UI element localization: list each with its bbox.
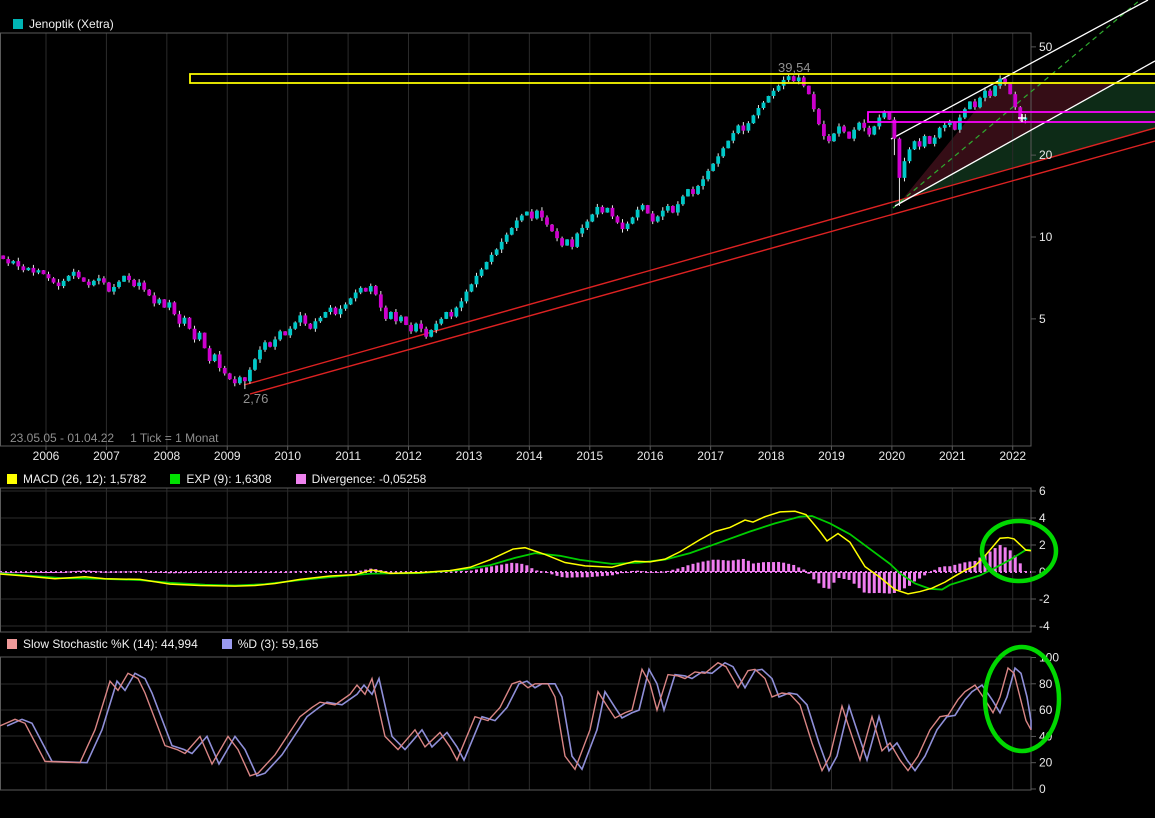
chart-footer-info: 23.05.05 - 01.04.22 1 Tick = 1 Monat — [10, 431, 218, 445]
stochastic-legend: Slow Stochastic %K (14): 44,994 %D (3): … — [7, 637, 318, 651]
stochastic-highlight-circle — [982, 644, 1062, 754]
symbol-swatch-icon — [13, 19, 23, 29]
low-price-label: 2,76 — [243, 391, 268, 406]
svg-text:2010: 2010 — [274, 449, 301, 463]
svg-text:2: 2 — [1039, 538, 1046, 552]
svg-text:10: 10 — [1039, 230, 1053, 244]
symbol-label: Jenoptik (Xetra) — [29, 17, 114, 31]
svg-text:2022: 2022 — [999, 449, 1026, 463]
macd-legend-item: MACD (26, 12): 1,5782 — [7, 472, 146, 486]
svg-text:2016: 2016 — [637, 449, 664, 463]
svg-text:2011: 2011 — [335, 449, 361, 463]
svg-text:2012: 2012 — [395, 449, 422, 463]
trend-lines — [243, 0, 1155, 395]
svg-text:20: 20 — [1039, 756, 1053, 770]
x-axis: 2006 2007 2008 2009 2010 2011 2012 2013 2014 2015… — [33, 446, 1026, 463]
divergence-legend-item: Divergence: -0,05258 — [295, 472, 427, 486]
candlesticks — [1, 74, 1028, 390]
exp-line — [0, 515, 1032, 591]
stoch-d-line — [6, 661, 1032, 777]
svg-text:2017: 2017 — [697, 449, 724, 463]
svg-text:2015: 2015 — [576, 449, 603, 463]
svg-text:-4: -4 — [1039, 619, 1050, 633]
divergence-value-label: Divergence: -0,05258 — [311, 472, 427, 486]
svg-text:2020: 2020 — [879, 449, 906, 463]
svg-text:2007: 2007 — [93, 449, 120, 463]
stoch-k-value-label: Slow Stochastic %K (14): 44,994 — [23, 637, 198, 651]
macd-swatch-icon — [7, 474, 17, 484]
svg-text:80: 80 — [1039, 677, 1053, 691]
macd-line — [0, 510, 1032, 595]
exp-value-label: EXP (9): 1,6308 — [186, 472, 272, 486]
price-axis: 50 20 10 5 39,54 2,76 — [243, 40, 1053, 406]
divergence-swatch-icon — [295, 474, 306, 484]
symbol-legend-item: Jenoptik (Xetra) — [13, 17, 114, 31]
date-range-label: 23.05.05 - 01.04.22 — [10, 431, 115, 445]
svg-text:2019: 2019 — [818, 449, 845, 463]
stoch-k-swatch-icon — [7, 639, 17, 649]
svg-text:4: 4 — [1039, 511, 1046, 525]
main-chart-legend: Jenoptik (Xetra) — [13, 17, 114, 31]
svg-text:5: 5 — [1039, 312, 1046, 326]
svg-text:2014: 2014 — [516, 449, 543, 463]
svg-text:2009: 2009 — [214, 449, 241, 463]
price-zones — [189, 73, 1155, 123]
svg-text:2006: 2006 — [33, 449, 60, 463]
svg-text:6: 6 — [1039, 484, 1046, 498]
svg-text:2021: 2021 — [939, 449, 966, 463]
panel-grid — [0, 32, 1032, 791]
stoch-k-legend-item: Slow Stochastic %K (14): 44,994 — [7, 637, 198, 651]
stoch-d-legend-item: %D (3): 59,165 — [221, 637, 319, 651]
exp-legend-item: EXP (9): 1,6308 — [170, 472, 272, 486]
macd-legend: MACD (26, 12): 1,5782 EXP (9): 1,6308 Di… — [7, 472, 426, 486]
macd-highlight-circle — [979, 518, 1059, 584]
stoch-d-swatch-icon — [221, 639, 232, 649]
svg-text:0: 0 — [1039, 782, 1046, 796]
macd-value-label: MACD (26, 12): 1,5782 — [23, 472, 147, 486]
peak-price-label: 39,54 — [778, 60, 811, 75]
svg-text:2018: 2018 — [758, 449, 785, 463]
stoch-d-value-label: %D (3): 59,165 — [237, 637, 319, 651]
svg-text:-2: -2 — [1039, 592, 1050, 606]
svg-text:2008: 2008 — [153, 449, 180, 463]
trend-fill-areas — [895, 83, 1155, 206]
stoch-k-line — [0, 661, 1032, 777]
tick-interval-label: 1 Tick = 1 Monat — [130, 431, 219, 445]
svg-text:60: 60 — [1039, 703, 1053, 717]
svg-text:50: 50 — [1039, 40, 1053, 54]
svg-text:20: 20 — [1039, 148, 1053, 162]
exp-swatch-icon — [170, 474, 181, 484]
svg-text:2013: 2013 — [456, 449, 483, 463]
current-price-marker — [1018, 114, 1026, 122]
